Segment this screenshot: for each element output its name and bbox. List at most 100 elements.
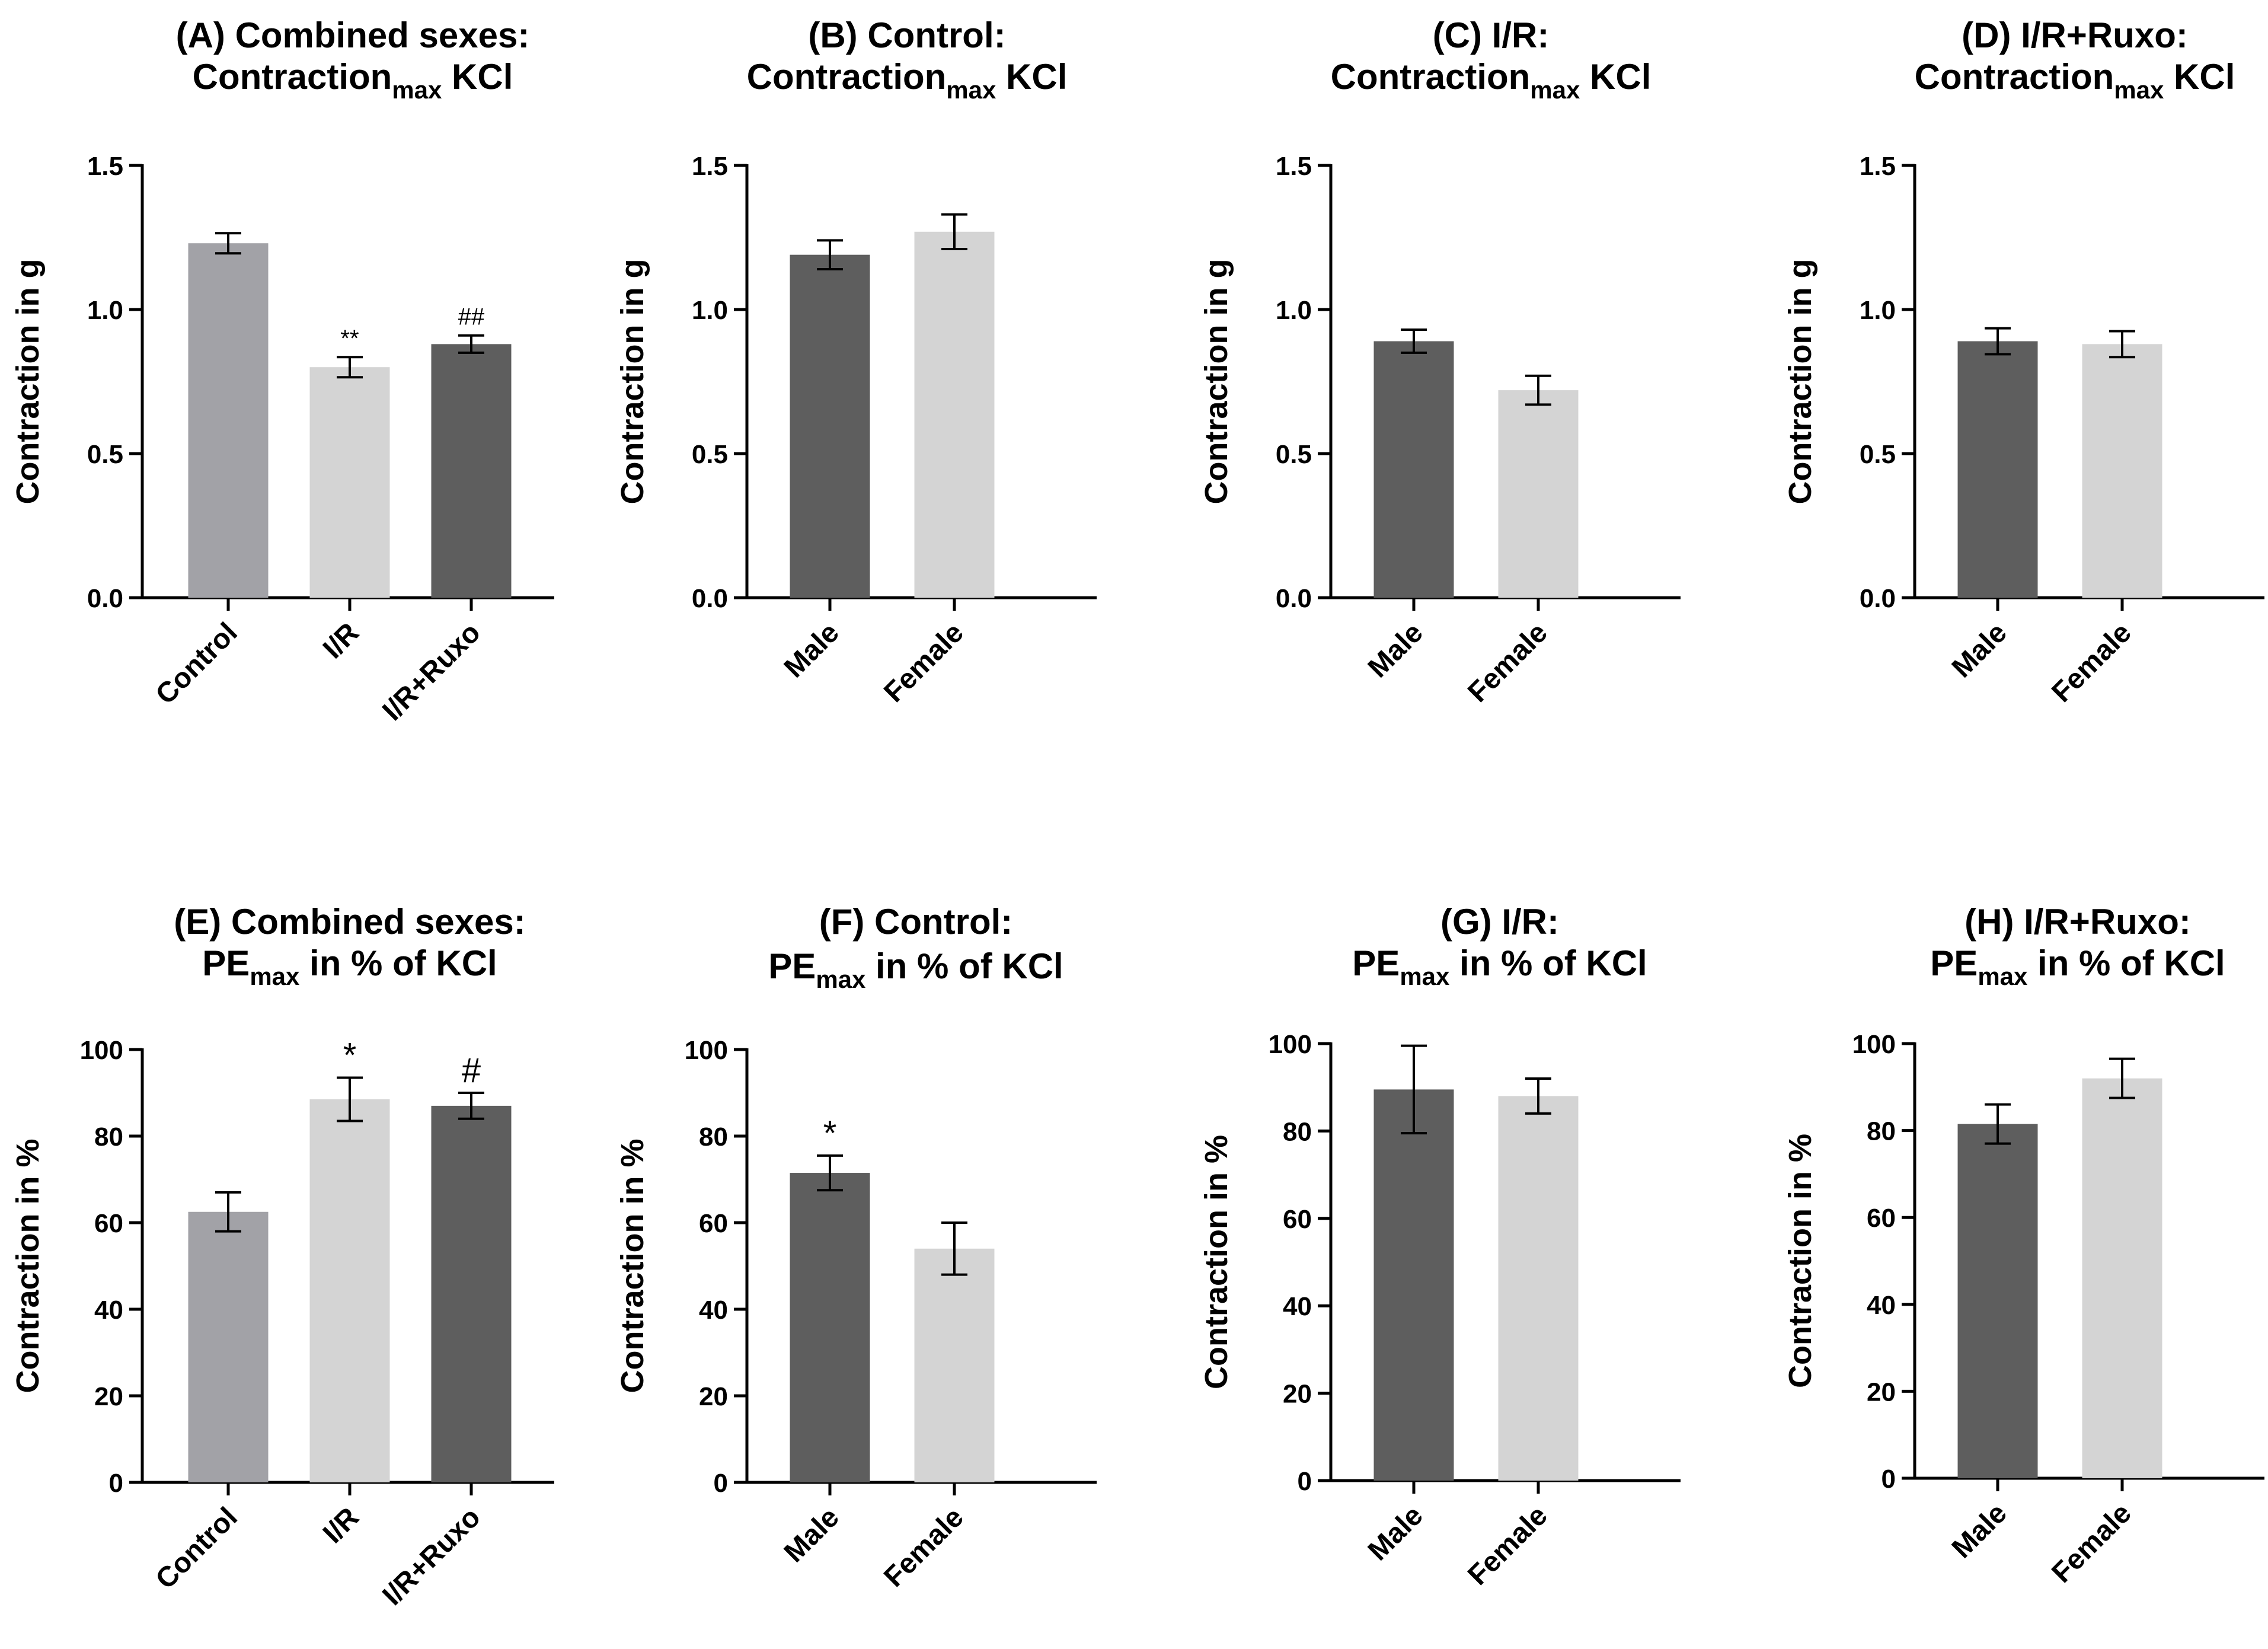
chart-panel-h: (H) I/R+Ruxo:PEmax in % of KCl 0 20 40 60 80 1… xyxy=(1783,902,2264,1589)
panel-subtitle: PEmax in % of KCl xyxy=(1352,943,1647,990)
y-tick-label: 1.5 xyxy=(692,152,728,181)
x-tick-label: I/R+Ruxo xyxy=(376,1501,487,1612)
subtitle-subscript: max xyxy=(250,962,300,990)
y-tick-label: 40 xyxy=(699,1296,728,1325)
panel-title: (C) I/R: xyxy=(1433,15,1550,55)
bar-i-r-ruxo xyxy=(431,1105,512,1482)
y-tick-label: 0.5 xyxy=(87,440,123,469)
significance-label: ## xyxy=(458,304,485,330)
y-tick-label: 40 xyxy=(1867,1291,1896,1320)
subtitle-rest: in % of KCl xyxy=(2027,943,2225,983)
y-tick-label: 0 xyxy=(714,1469,728,1498)
chart-panel-a: (A) Combined sexes:Contractionmax KCl 0.0… xyxy=(10,15,554,727)
subtitle-subscript: max xyxy=(1530,76,1580,104)
subtitle-subscript: max xyxy=(1978,962,2028,990)
y-axis-label: Contraction in g xyxy=(10,259,46,505)
y-tick-label: 60 xyxy=(1867,1204,1896,1233)
significance-label: # xyxy=(462,1051,481,1090)
y-tick-label: 0.0 xyxy=(1860,584,1896,613)
x-tick-label: Male xyxy=(1946,1497,2013,1564)
chart-panel-g: (G) I/R:PEmax in % of KCl020406080100Con… xyxy=(1199,902,1681,1591)
bar-female xyxy=(1498,1096,1579,1481)
subtitle-rest: KCl xyxy=(1580,57,1651,97)
y-axis-label: Contraction in g xyxy=(615,259,650,505)
subtitle-main: PE xyxy=(1352,943,1400,983)
y-tick-label: 40 xyxy=(1283,1292,1312,1321)
x-tick-label: Female xyxy=(2046,617,2137,708)
subtitle-main: Contraction xyxy=(193,57,392,97)
bar-female xyxy=(914,231,995,598)
y-tick-label: 1.5 xyxy=(1276,152,1312,181)
y-tick-label: 0.5 xyxy=(1860,440,1896,469)
panel-title: (F) Control: xyxy=(819,902,1013,942)
y-axis-label: Contraction in g xyxy=(1199,259,1234,505)
y-tick-label: 100 xyxy=(685,1036,728,1065)
chart-panel-d: (D) I/R+Ruxo:Contractionmax KCl 0.0 0.5 1.0… xyxy=(1783,15,2264,709)
subtitle-rest: in % of KCl xyxy=(865,946,1063,986)
panel-title: (E) Combined sexes: xyxy=(174,902,525,942)
y-tick-label: 0.5 xyxy=(692,440,728,469)
subtitle-main: PE xyxy=(1930,943,1978,983)
chart-panel-c: (C) I/R:Contractionmax KCl 0.0 0.5 1.0 1.5 Co… xyxy=(1199,15,1681,709)
bar-control xyxy=(188,243,269,598)
y-tick-label: 100 xyxy=(1852,1030,1896,1059)
y-tick-label: 0 xyxy=(1298,1467,1312,1496)
bar-male xyxy=(790,254,870,598)
panel-subtitle: Contractionmax KCl xyxy=(747,57,1068,104)
subtitle-rest: in % of KCl xyxy=(1449,943,1647,983)
y-tick-label: 0.0 xyxy=(692,584,728,613)
x-tick-label: Male xyxy=(778,617,845,684)
panel-title: (D) I/R+Ruxo: xyxy=(1962,15,2188,55)
x-tick-label: Control xyxy=(150,617,244,710)
significance-label: * xyxy=(343,1036,357,1074)
bar-i-r xyxy=(309,367,390,598)
chart-panel-b: (B) Control:Contractionmax KCl 0.0 0.5 1.0 1… xyxy=(615,15,1097,709)
bar-i-r xyxy=(309,1099,390,1482)
bar-i-r-ruxo xyxy=(431,344,512,598)
y-tick-label: 80 xyxy=(1867,1117,1896,1146)
y-axis-label: Contraction in % xyxy=(10,1139,46,1393)
y-axis-label: Contraction in % xyxy=(1783,1134,1818,1388)
y-tick-label: 1.0 xyxy=(1276,296,1312,325)
subtitle-main: Contraction xyxy=(747,57,947,97)
x-tick-label: Female xyxy=(1462,617,1553,708)
subtitle-rest: KCl xyxy=(442,57,513,97)
bar-female xyxy=(2082,1078,2162,1478)
bar-male xyxy=(1373,1089,1454,1481)
y-tick-label: 1.5 xyxy=(1860,152,1896,181)
subtitle-rest: KCl xyxy=(2164,57,2235,97)
y-axis-label: Contraction in g xyxy=(1783,259,1818,505)
y-tick-label: 1.0 xyxy=(1860,296,1896,325)
y-tick-label: 20 xyxy=(1867,1377,1896,1406)
subtitle-main: Contraction xyxy=(1331,57,1531,97)
x-tick-label: Female xyxy=(878,617,969,708)
panel-subtitle: Contractionmax KCl xyxy=(1915,57,2235,104)
y-tick-label: 40 xyxy=(94,1296,123,1325)
x-tick-label: Female xyxy=(878,1501,969,1593)
panel-title: (H) I/R+Ruxo: xyxy=(1964,902,2191,942)
x-tick-label: Control xyxy=(150,1501,244,1595)
y-tick-label: 60 xyxy=(1283,1205,1312,1234)
y-tick-label: 1.0 xyxy=(87,296,123,325)
chart-panel-e: (E) Combined sexes:PEmax in % of KCl 0 20 4… xyxy=(10,902,554,1612)
panel-title: (A) Combined sexes: xyxy=(176,15,530,55)
subtitle-rest: in % of KCl xyxy=(299,943,497,983)
y-tick-label: 0.0 xyxy=(87,584,123,613)
subtitle-subscript: max xyxy=(1400,962,1450,990)
bar-male xyxy=(1957,341,2038,598)
significance-label: ** xyxy=(340,326,359,352)
y-tick-label: 1.0 xyxy=(692,296,728,325)
x-tick-label: Male xyxy=(778,1501,845,1568)
y-tick-label: 0 xyxy=(1882,1465,1896,1494)
x-tick-label: Female xyxy=(1462,1500,1553,1591)
y-tick-label: 20 xyxy=(1283,1380,1312,1409)
y-tick-label: 0.0 xyxy=(1276,584,1312,613)
x-tick-label: I/R xyxy=(317,617,365,665)
y-tick-label: 0.5 xyxy=(1276,440,1312,469)
significance-label: * xyxy=(823,1114,837,1153)
subtitle-main: PE xyxy=(768,946,816,986)
bar-male xyxy=(790,1173,870,1482)
bar-female xyxy=(914,1248,995,1482)
bar-female xyxy=(2082,344,2162,598)
